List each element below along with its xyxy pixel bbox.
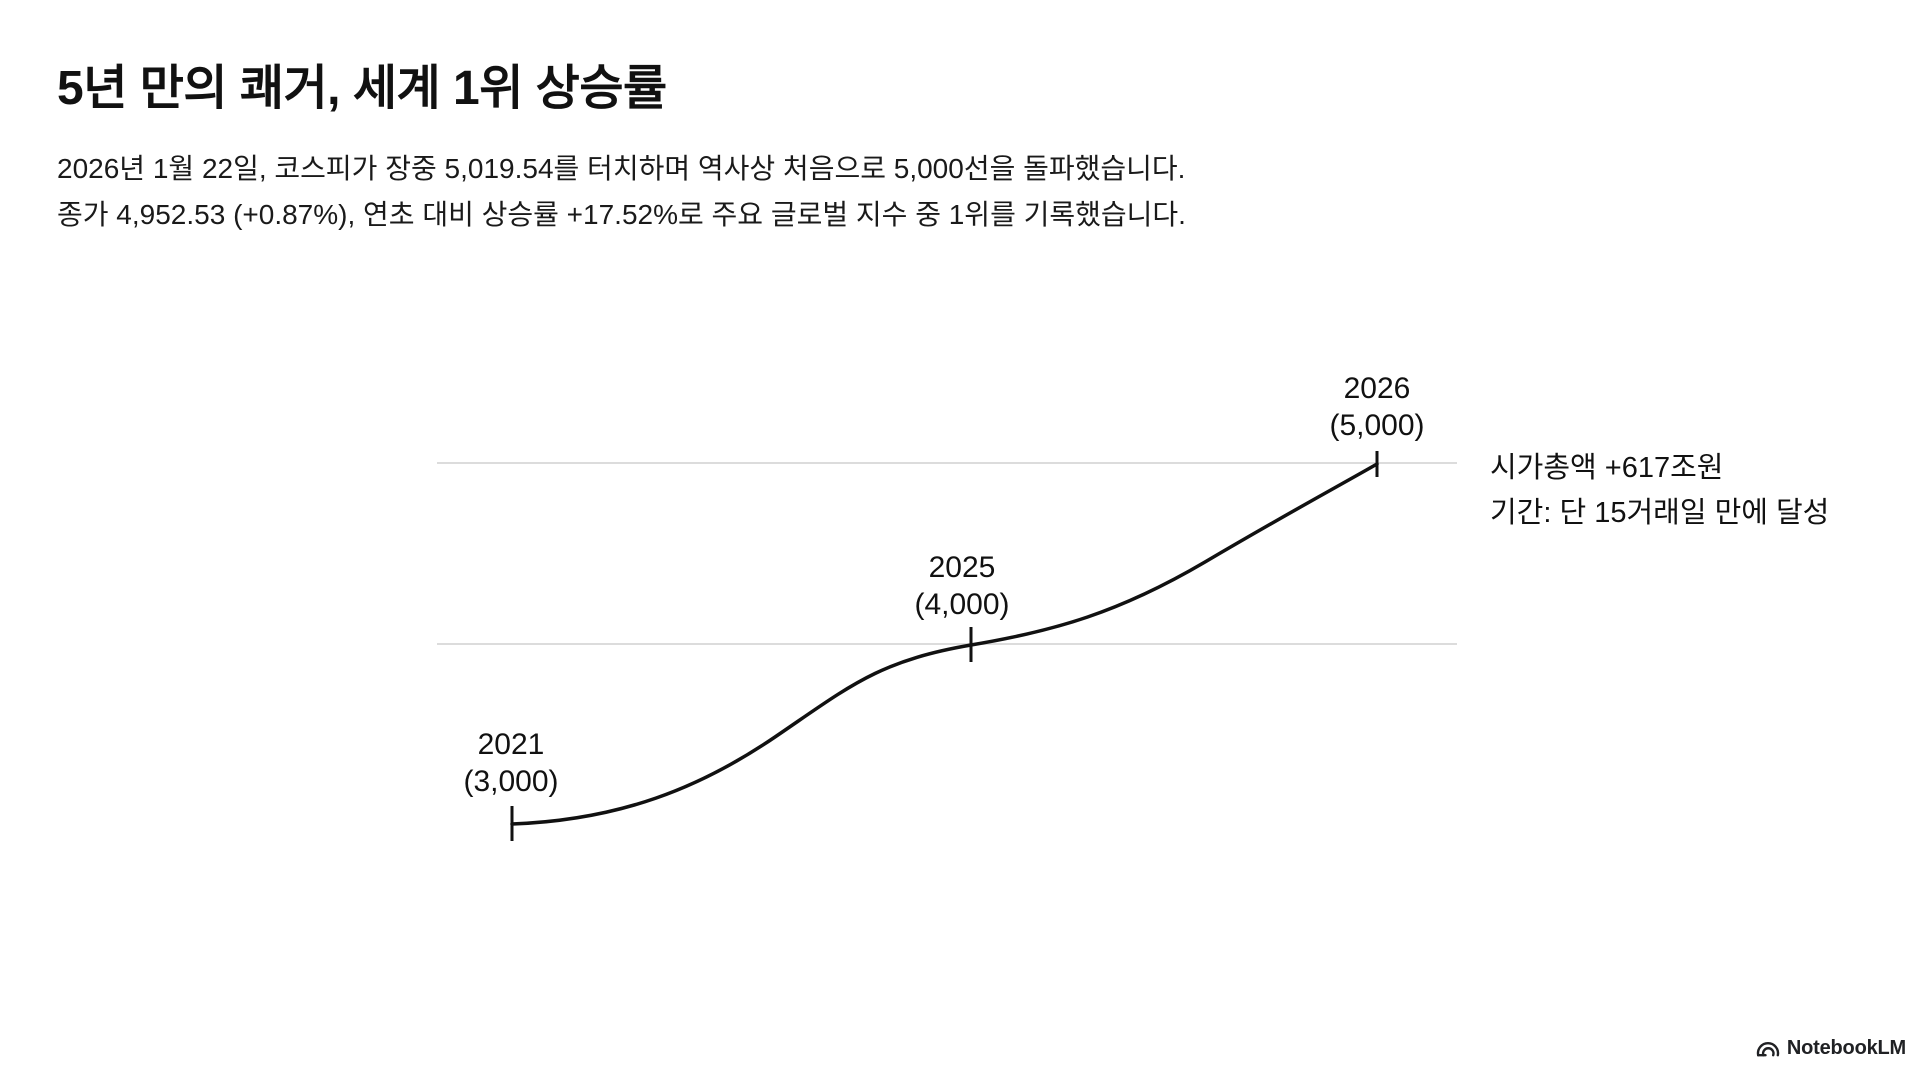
chart-annotation: 시가총액 +617조원 기간: 단 15거래일 만에 달성 — [1490, 446, 1829, 536]
subtitle-line-2: 종가 4,952.53 (+0.87%), 연초 대비 상승률 +17.52%로… — [57, 199, 1186, 230]
page-title: 5년 만의 쾌거, 세계 1위 상승률 — [57, 62, 667, 115]
point-value-2025: (4,000) — [914, 588, 1010, 621]
point-label-2026: 2026 (5,000) — [1329, 370, 1424, 444]
annotation-market-cap: 시가총액 +617조원 — [1490, 452, 1724, 484]
annotation-period: 기간: 단 15거래일 만에 달성 — [1490, 497, 1830, 529]
notebooklm-badge: NotebookLM — [1756, 1037, 1906, 1060]
subtitle: 2026년 1월 22일, 코스피가 장중 5,019.54를 터치하며 역사상… — [57, 146, 1186, 238]
point-value-2021: (3,000) — [463, 765, 559, 798]
point-year-2026: 2026 — [1343, 372, 1411, 405]
point-label-2021: 2021 (3,000) — [463, 726, 558, 800]
notebooklm-icon — [1756, 1039, 1780, 1059]
notebooklm-label: NotebookLM — [1786, 1037, 1906, 1059]
point-year-2021: 2021 — [477, 728, 545, 761]
subtitle-line-1: 2026년 1월 22일, 코스피가 장중 5,019.54를 터치하며 역사상… — [57, 153, 1186, 184]
point-label-2025: 2025 (4,000) — [914, 549, 1009, 623]
point-value-2026: (5,000) — [1329, 409, 1425, 442]
point-year-2025: 2025 — [928, 551, 996, 584]
